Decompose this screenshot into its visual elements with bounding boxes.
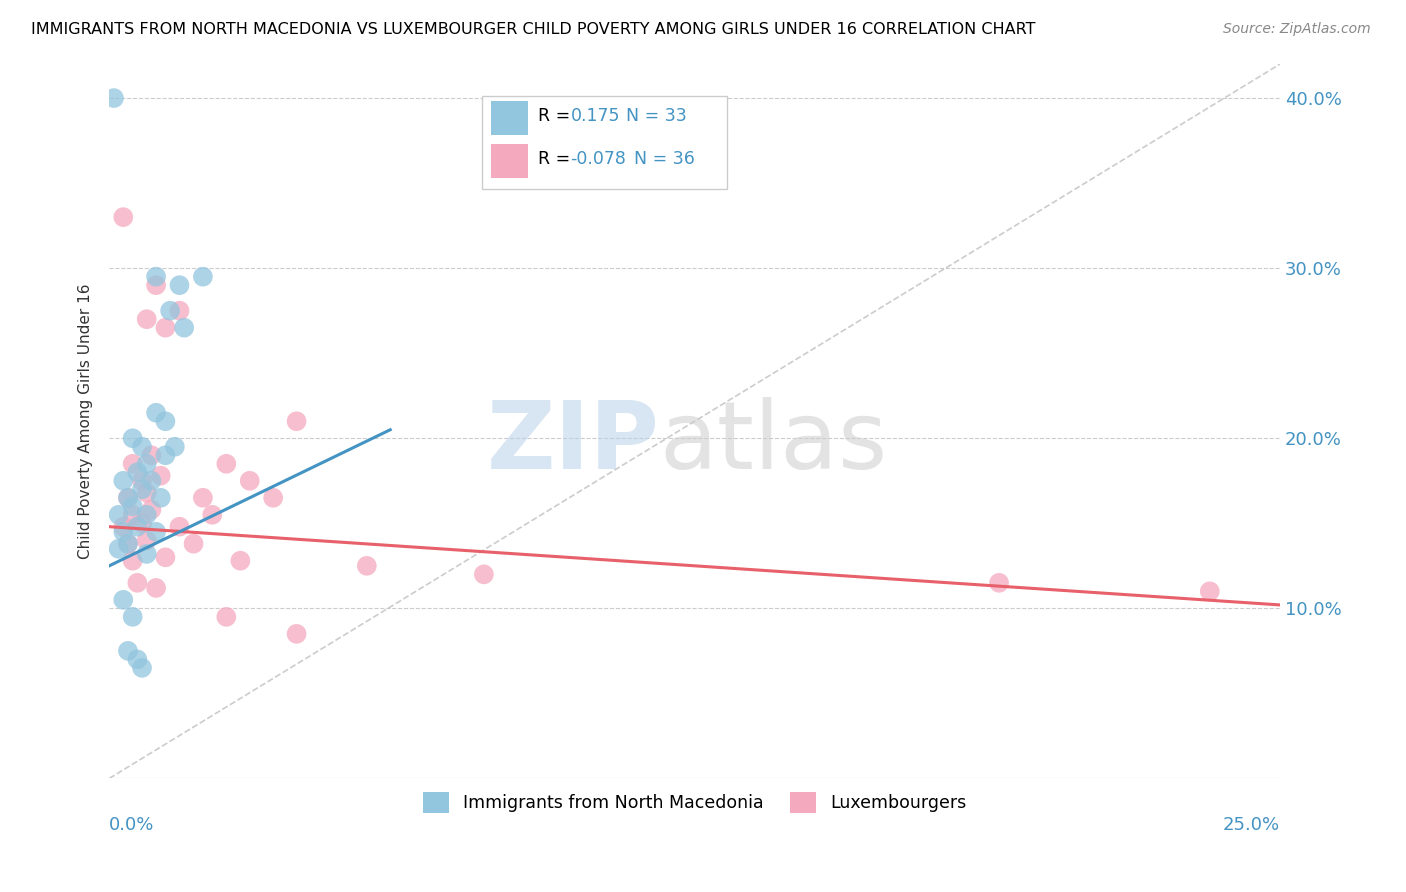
Point	[141, 448, 163, 462]
Legend: Immigrants from North Macedonia, Luxembourgers: Immigrants from North Macedonia, Luxembo…	[416, 785, 973, 820]
Point	[988, 575, 1011, 590]
Point	[159, 303, 181, 318]
FancyBboxPatch shape	[491, 145, 529, 178]
Point	[135, 457, 157, 471]
Point	[121, 610, 143, 624]
Point	[472, 567, 495, 582]
Point	[107, 541, 129, 556]
Point	[121, 431, 143, 445]
Point	[191, 491, 214, 505]
Point	[135, 312, 157, 326]
Point	[131, 516, 153, 531]
Text: 25.0%: 25.0%	[1223, 816, 1279, 834]
Point	[201, 508, 224, 522]
Point	[149, 468, 172, 483]
Point	[112, 474, 135, 488]
Point	[183, 537, 205, 551]
Point	[145, 581, 167, 595]
Text: atlas: atlas	[659, 397, 887, 489]
Point	[285, 627, 308, 641]
Point	[145, 524, 167, 539]
Point	[163, 440, 186, 454]
Point	[127, 652, 149, 666]
Point	[117, 644, 139, 658]
Point	[117, 491, 139, 505]
Point	[145, 406, 167, 420]
Text: -0.078: -0.078	[571, 150, 627, 168]
Point	[285, 414, 308, 428]
Point	[117, 537, 139, 551]
Point	[112, 524, 135, 539]
Point	[135, 547, 157, 561]
FancyBboxPatch shape	[482, 96, 727, 189]
Point	[155, 448, 177, 462]
Point	[155, 414, 177, 428]
Point	[131, 440, 153, 454]
Point	[131, 661, 153, 675]
Point	[135, 508, 157, 522]
Point	[121, 457, 143, 471]
Text: 0.0%: 0.0%	[110, 816, 155, 834]
Point	[107, 508, 129, 522]
Point	[141, 502, 163, 516]
Point	[121, 500, 143, 514]
Point	[103, 91, 125, 105]
Y-axis label: Child Poverty Among Girls Under 16: Child Poverty Among Girls Under 16	[79, 284, 93, 559]
Point	[131, 483, 153, 497]
Text: R =: R =	[537, 107, 575, 125]
Point	[191, 269, 214, 284]
Text: 0.175: 0.175	[571, 107, 620, 125]
Point	[121, 554, 143, 568]
Point	[149, 491, 172, 505]
Point	[112, 210, 135, 224]
FancyBboxPatch shape	[491, 101, 529, 136]
Point	[127, 575, 149, 590]
Point	[1198, 584, 1220, 599]
Point	[262, 491, 284, 505]
Point	[135, 533, 157, 548]
Point	[169, 278, 191, 293]
Text: Source: ZipAtlas.com: Source: ZipAtlas.com	[1223, 22, 1371, 37]
Point	[229, 554, 252, 568]
Point	[145, 269, 167, 284]
Point	[117, 537, 139, 551]
Point	[112, 592, 135, 607]
Point	[169, 519, 191, 533]
Point	[117, 491, 139, 505]
Point	[173, 320, 195, 334]
Point	[215, 610, 238, 624]
Point	[112, 519, 135, 533]
Text: IMMIGRANTS FROM NORTH MACEDONIA VS LUXEMBOURGER CHILD POVERTY AMONG GIRLS UNDER : IMMIGRANTS FROM NORTH MACEDONIA VS LUXEM…	[31, 22, 1035, 37]
Point	[155, 320, 177, 334]
Point	[356, 558, 378, 573]
Point	[131, 474, 153, 488]
Text: R =: R =	[537, 150, 575, 168]
Point	[239, 474, 262, 488]
Point	[141, 474, 163, 488]
Point	[127, 519, 149, 533]
Point	[135, 485, 157, 500]
Point	[169, 303, 191, 318]
Text: N = 33: N = 33	[626, 107, 686, 125]
Point	[145, 278, 167, 293]
Point	[127, 465, 149, 479]
Point	[155, 550, 177, 565]
Point	[215, 457, 238, 471]
Text: N = 36: N = 36	[634, 150, 695, 168]
Text: ZIP: ZIP	[486, 397, 659, 489]
Point	[121, 508, 143, 522]
